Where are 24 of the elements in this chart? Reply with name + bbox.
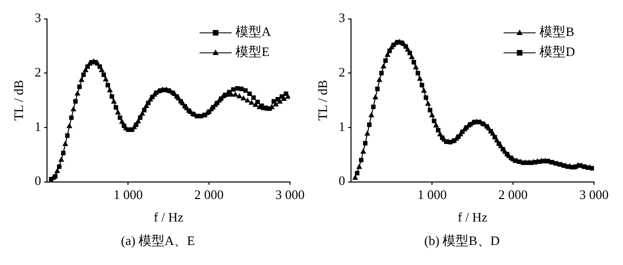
y-tick-label: 0	[338, 173, 346, 188]
x-tick-label: 2 000	[194, 187, 224, 202]
y-tick-label: 0	[34, 173, 42, 188]
x-axis-title: f / Hz	[154, 210, 184, 225]
legend-label: 模型D	[540, 44, 575, 60]
x-tick-label: 3 000	[579, 187, 609, 202]
y-tick-label: 1	[34, 118, 42, 134]
y-tick-label: 2	[34, 64, 42, 80]
x-tick-label: 1 000	[417, 187, 447, 202]
y-tick-label: 1	[338, 118, 346, 134]
x-tick-label: 3 000	[275, 187, 305, 202]
y-axis-title: TL / dB	[315, 80, 330, 121]
legend-label: 模型E	[236, 44, 270, 60]
y-tick-label: 2	[338, 64, 346, 80]
x-tick-label: 1 000	[113, 187, 143, 202]
x-tick-label: 2 000	[498, 187, 528, 202]
x-axis-title: f / Hz	[458, 210, 488, 225]
y-tick-label: 3	[34, 10, 42, 26]
legend-label: 模型A	[236, 24, 272, 40]
text: (a) 模型A、E	[120, 232, 195, 250]
legend-label: 模型B	[540, 24, 575, 40]
y-axis-title: TL / dB	[11, 80, 26, 121]
y-tick-label: 3	[338, 10, 346, 26]
text: (b) 模型B、D	[424, 232, 500, 250]
